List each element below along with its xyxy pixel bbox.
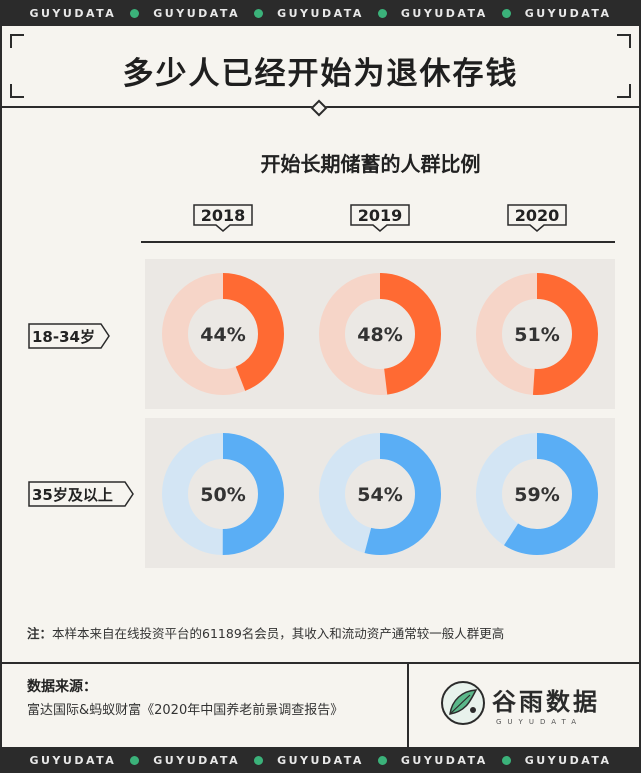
donut-value-label: 51% [514,324,559,346]
year-tag-2019: 2019 [349,203,411,232]
corner-decoration [10,84,24,98]
logo-subtitle: GUYUDATA [496,718,582,726]
footnote-text: 本样本来自在线投资平台的61189名会员，其收入和流动资产通常较一般人群更高 [52,626,505,641]
logo-name: 谷雨数据 [492,687,600,716]
band-dot-icon [377,8,387,18]
band-item: GUYUDATA [277,754,401,767]
band-text: GUYUDATA [277,6,364,20]
donut-value-arc [476,273,598,395]
corner-decoration [617,84,631,98]
chart-subtitle: 开始长期储蓄的人群比例 [260,152,481,176]
donut-2019-18-34: 48% [319,273,441,395]
year-tag-2018: 2018 [192,203,254,232]
band-text: GUYUDATA [153,6,241,20]
donut-value-arc [319,433,441,555]
band-item: GUYUDATA [153,754,277,767]
donut-value-arc [162,433,284,555]
donut-2020-35-plus: 59% [476,433,598,555]
band-dot-icon [254,8,264,18]
source-text: 富达国际&蚂蚁财富《2020年中国养老前景调查报告》 [27,703,344,718]
footnote: 注：本样本来自在线投资平台的61189名会员，其收入和流动资产通常较一般人群更高 [27,623,504,642]
donut-value-label: 48% [357,324,402,346]
band-text: GUYUDATA [400,753,488,767]
row-label-18-34: 18-34岁 [27,322,111,350]
band-dot-icon [130,755,140,765]
page-title: 多少人已经开始为退休存钱 [122,56,519,92]
top-band: GUYUDATA GUYUDATA GUYUDATA GUYUDATA GUYUDATA [0,0,641,26]
band-dot-icon [501,8,511,18]
frame [0,26,641,747]
donut-2018-35-plus: 50% [162,433,284,555]
source-title: 数据来源： [27,679,97,695]
donut-value-arc [476,433,598,555]
corner-decoration [10,34,24,48]
brand-logo: 谷雨数据 GUYUDATA [440,676,620,734]
band-text: GUYUDATA [153,753,241,767]
band-text: GUYUDATA [400,6,488,20]
band-text: GUYUDATA [29,753,117,767]
band-dot-icon [254,755,264,765]
donut-2020-18-34: 51% [476,273,598,395]
row-label-35-plus: 35岁及以上 [27,480,135,508]
band-item: GUYUDATA [401,754,525,767]
row-label-text: 35岁及以上 [32,486,113,504]
band-dot-icon [501,755,511,765]
year-label: 2018 [200,206,246,225]
band-dot-icon [130,8,140,18]
band-item: GUYUDATA [525,754,612,767]
donut-2019-35-plus: 54% [319,433,441,555]
donut-value-arc [162,273,284,395]
footnote-prefix: 注： [27,626,53,641]
donut-value-label: 44% [200,324,245,346]
band-text: GUYUDATA [524,753,612,767]
donut-value-label: 59% [514,484,559,506]
year-label: 2020 [514,206,560,225]
logo-mark-icon [441,681,485,725]
row-label-text: 18-34岁 [32,328,95,346]
band-item: GUYUDATA [525,7,612,20]
band-text: GUYUDATA [29,6,117,20]
band-item: GUYUDATA [153,7,277,20]
year-label: 2019 [357,206,403,225]
band-item: GUYUDATA [401,7,525,20]
donut-value-label: 50% [200,484,245,506]
donut-value-arc [319,273,441,395]
corner-decoration [617,34,631,48]
header-rule [141,241,615,243]
band-dot-icon [377,755,387,765]
donut-2018-18-34: 44% [162,273,284,395]
donut-value-label: 54% [357,484,402,506]
band-item: GUYUDATA [29,7,153,20]
bottom-band: GUYUDATA GUYUDATA GUYUDATA GUYUDATA GUYUDATA [0,747,641,773]
band-item: GUYUDATA [29,754,153,767]
band-item: GUYUDATA [277,7,401,20]
band-text: GUYUDATA [277,753,364,767]
footer-divider [407,662,409,747]
footer-rule [0,662,641,664]
band-text: GUYUDATA [524,6,612,20]
year-tag-2020: 2020 [506,203,568,232]
